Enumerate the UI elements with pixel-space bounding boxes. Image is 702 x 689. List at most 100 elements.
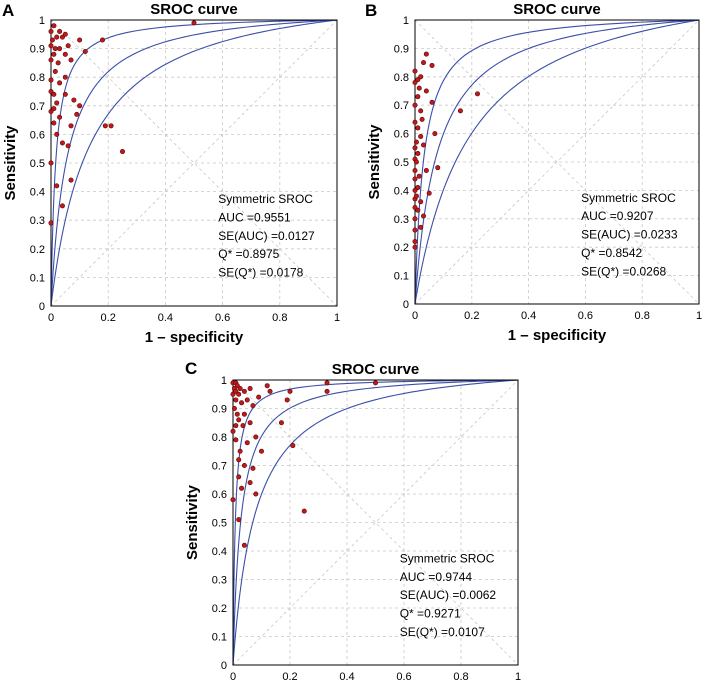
data-point [54,100,60,106]
chart-title: SROC curve [513,1,601,18]
data-point [48,43,54,49]
y-tick-label: 0 [403,299,409,311]
y-tick-label: 0.5 [212,518,227,530]
data-point [267,388,273,394]
data-point [237,386,243,392]
grid [414,19,700,305]
y-tick-label: 0 [39,301,45,313]
data-point [54,34,60,40]
y-axis-label: Sensitivity [2,125,19,201]
data-point [247,386,253,392]
panel-label-a: A [2,1,14,20]
data-point [71,97,77,103]
data-point [418,199,424,205]
x-tick-label: 1 [696,310,702,322]
y-tick-label: 0.3 [30,215,45,227]
x-tick-label: 0.6 [396,671,411,683]
data-point [48,57,54,63]
data-point [77,103,83,109]
y-tick-label: 0.5 [30,158,45,170]
data-point [68,123,74,129]
panel-c: C SROC curve 0 0.1 0.2 0.3 0.4 0.5 0.6 0.7 0.8 0.9… [184,359,521,689]
data-point [412,102,418,108]
x-tick-label: 0.6 [215,312,230,324]
data-point [234,411,240,417]
stat-line: AUC =0.9207 [581,209,654,223]
y-tick-label: 0.3 [212,575,227,587]
data-point [415,150,421,156]
data-point [108,123,114,129]
data-point [423,51,429,57]
data-point [77,37,83,43]
y-tick-label: 0.4 [30,187,45,199]
data-point [120,149,126,155]
data-point [457,108,463,114]
data-point [423,88,429,94]
data-point [241,388,247,394]
data-point [230,428,236,434]
data-point [412,216,418,222]
stat-line: Q* =0.8542 [581,246,642,260]
data-point [256,394,262,400]
x-tick-label: 1 [334,312,340,324]
data-point [413,193,419,199]
y-tick-label: 0.8 [394,72,409,84]
data-point [278,420,284,426]
data-point [412,239,418,245]
data-point [253,491,259,497]
data-point [372,380,378,386]
data-point [74,111,80,117]
data-point [62,91,68,97]
data-point [241,411,247,417]
data-point [99,37,105,43]
y-tick-label: 0.2 [212,603,227,615]
data-point [57,28,63,34]
y-tick-label: 0.3 [394,214,409,226]
diagonal-reference-line [232,379,519,666]
data-point [413,159,419,165]
stat-line: Symmetric SROC [581,191,676,205]
data-point [65,43,71,49]
data-point [474,91,480,97]
data-point [412,244,418,250]
data-point [418,74,424,80]
data-point [51,23,57,29]
x-tick-label: 1 [515,671,521,683]
stat-line: Symmetric SROC [218,192,313,206]
data-point [247,480,253,486]
data-point [429,99,435,105]
x-tick-label: 0 [230,671,236,683]
data-point [240,423,246,429]
y-tick-label: 1 [221,375,227,387]
stat-line: SE(AUC) =0.0233 [581,228,678,242]
y-tick-label: 0.6 [212,489,227,501]
x-tick-label: 0.2 [282,671,297,683]
data-point [62,74,68,80]
plot-frame [232,379,519,666]
y-tick-label: 0.2 [394,242,409,254]
data-point [426,190,432,196]
y-tick-label: 0.7 [394,100,409,112]
data-point [57,80,63,86]
data-point [102,123,108,129]
data-point [258,448,264,454]
stat-line: SE(Q*) =0.0178 [218,266,303,280]
data-point [57,46,63,52]
y-tick-label: 0.8 [212,432,227,444]
data-point [82,48,88,54]
chart-title: SROC curve [150,1,238,18]
data-point [412,68,418,74]
data-point [412,119,418,125]
data-point [412,145,418,151]
data-point [51,120,57,126]
y-axis-label: Sensitivity [366,124,383,200]
stat-line: Q* =0.8975 [218,247,279,261]
data-point [287,388,293,394]
data-point [62,51,68,57]
data-point [418,108,424,114]
panel-a: A SROC curve 0 0.1 0.2 0.3 0.4 0.5 0.6 0.7 0.8 0.9… [2,1,340,346]
data-point [423,168,429,174]
y-tick-label: 0.4 [212,546,227,558]
x-tick-label: 0 [48,312,54,324]
